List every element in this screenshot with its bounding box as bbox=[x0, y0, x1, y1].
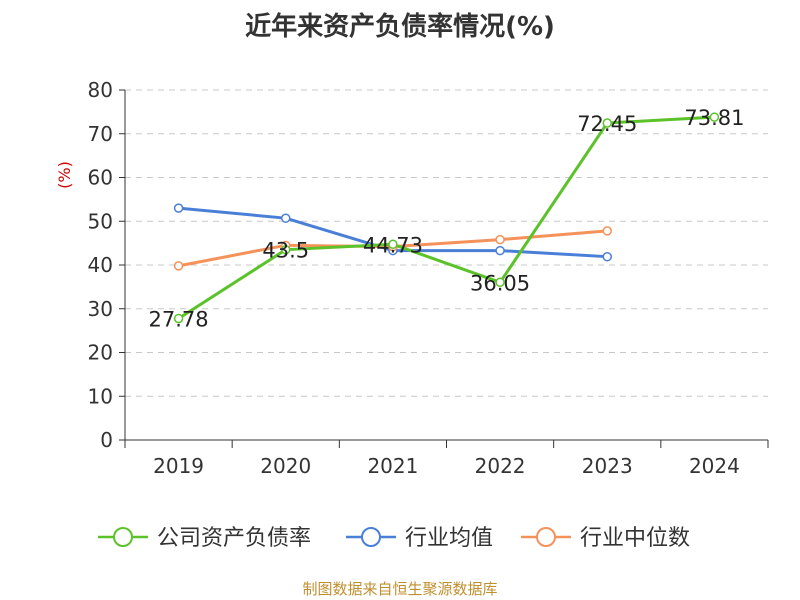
series-line-0 bbox=[177, 115, 715, 320]
data-point bbox=[281, 244, 291, 255]
y-tick-label: 50 bbox=[88, 209, 113, 233]
data-point bbox=[281, 213, 291, 223]
y-tick-label: 0 bbox=[100, 428, 113, 452]
legend-label: 行业中位数 bbox=[580, 526, 690, 551]
data-point bbox=[173, 313, 184, 324]
data-labels: 27.78 43.5 44.73 36.05 72.45 73.81 bbox=[149, 106, 745, 331]
chart-title: 近年来资产负债率情况(%) bbox=[245, 12, 555, 42]
x-tick-label: 2022 bbox=[475, 454, 526, 478]
data-label: 43.5 bbox=[262, 239, 309, 263]
data-point bbox=[173, 261, 184, 271]
data-label: 27.78 bbox=[149, 307, 209, 331]
data-point bbox=[495, 245, 505, 256]
x-tick-label: 2019 bbox=[153, 454, 204, 478]
x-tick-label: 2020 bbox=[260, 454, 311, 478]
series-points bbox=[173, 112, 720, 324]
gridlines bbox=[125, 89, 768, 397]
data-label: 36.05 bbox=[470, 271, 530, 295]
x-tick-label: 2021 bbox=[367, 454, 418, 478]
data-point bbox=[602, 118, 612, 128]
legend-label: 公司资产负债率 bbox=[157, 526, 311, 551]
legend-marker bbox=[361, 527, 381, 547]
y-tick-label: 70 bbox=[88, 122, 113, 146]
legend: 公司资产负债率 行业均值 行业中位数 bbox=[98, 526, 690, 551]
legend-label: 行业均值 bbox=[405, 526, 493, 551]
data-point bbox=[388, 239, 398, 250]
legend-marker bbox=[536, 527, 556, 547]
axes: 0 10 20 30 40 50 60 70 80 (%) 2019 2020 2021 2022 2023… bbox=[55, 78, 769, 478]
y-tick-label: 80 bbox=[88, 78, 113, 102]
x-tick-label: 2023 bbox=[582, 454, 633, 478]
y-tick-label: 10 bbox=[88, 384, 113, 408]
y-tick-label: 60 bbox=[88, 166, 113, 190]
y-axis-label: (%) bbox=[55, 161, 74, 189]
series-lines bbox=[177, 115, 715, 320]
data-point bbox=[495, 277, 505, 288]
x-tick-label: 2024 bbox=[689, 454, 740, 478]
data-point bbox=[602, 226, 612, 236]
legend-marker bbox=[113, 527, 133, 547]
data-label: 73.81 bbox=[684, 106, 744, 130]
source-note: 制图数据来自恒生聚源数据库 bbox=[302, 580, 498, 598]
data-point bbox=[173, 203, 184, 213]
y-tick-label: 40 bbox=[88, 253, 113, 277]
data-point bbox=[495, 234, 505, 245]
y-tick-label: 20 bbox=[88, 341, 113, 365]
data-label: 72.45 bbox=[577, 112, 637, 136]
y-tick-label: 30 bbox=[88, 297, 113, 321]
data-point bbox=[709, 112, 720, 122]
data-point bbox=[602, 251, 612, 262]
data-label: 44.73 bbox=[363, 233, 423, 257]
